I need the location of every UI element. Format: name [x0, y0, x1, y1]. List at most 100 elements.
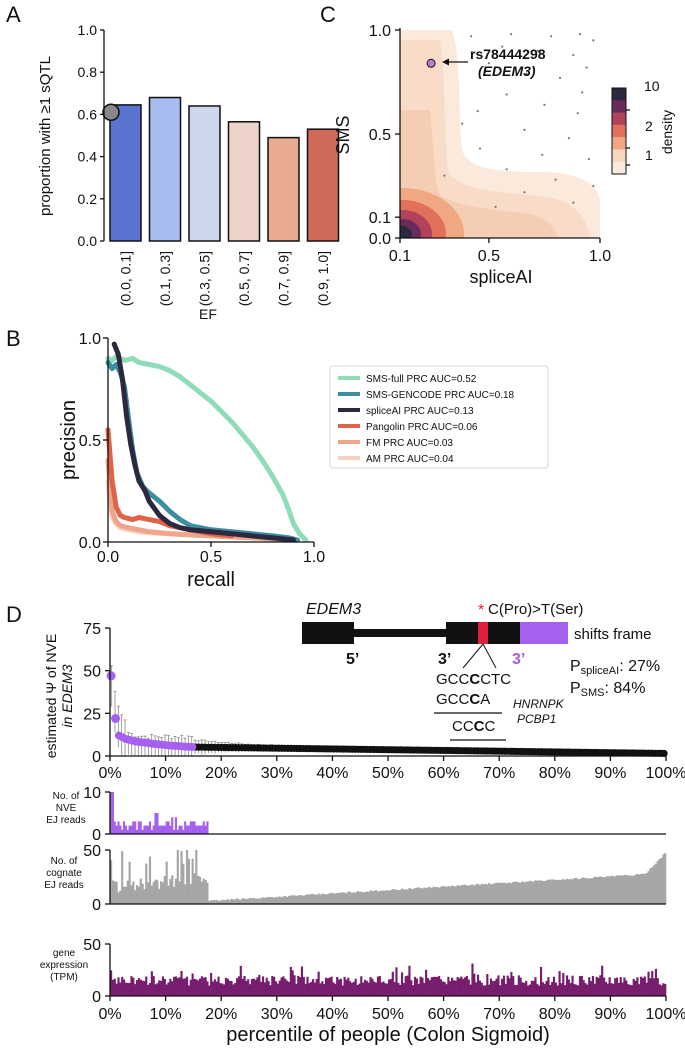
panel-d-expression-bar — [360, 976, 363, 996]
panel-d-cognate-bar — [315, 894, 318, 904]
panel-d-expression-bar — [363, 979, 367, 996]
seq-ref-variant: C — [469, 671, 480, 688]
panel-d-cognate-bar — [488, 883, 491, 904]
panel-d-cognate-bar — [551, 879, 554, 904]
panel-d-nve-bar — [169, 825, 172, 834]
panel-d-expression-bar — [389, 979, 393, 996]
p-spliceai-sub: spliceAI — [581, 665, 620, 677]
three-prime-label: 3’ — [438, 651, 451, 668]
panel-d-cognate-bar — [191, 858, 194, 904]
panel-d-cognate-bar — [330, 892, 333, 904]
p-sms-value: : 84% — [605, 680, 646, 697]
seq-hnrnpk: GCCCA — [436, 691, 490, 708]
panel-d-expression-bar — [558, 971, 561, 996]
panel-d-cognate-bar — [261, 897, 265, 904]
panel-d-nve-bar — [115, 825, 118, 834]
panel-d-expression-bar — [200, 976, 203, 996]
panel-c-point — [572, 201, 575, 204]
panel-d-cognate-bar — [273, 897, 276, 904]
panel-c-ytick-label: 0.1 — [369, 210, 391, 227]
small-panel-ylabel-line: (TPM) — [50, 972, 78, 983]
panel-d-nve-bar — [187, 825, 190, 834]
seq-a-variant: C — [469, 691, 480, 708]
panel-c-point — [487, 62, 490, 65]
small-panel-ylabel-line: expression — [40, 960, 88, 971]
panel-d-expression-bar — [293, 975, 296, 996]
panel-d-cognate-bar — [482, 884, 485, 904]
panel-d-expression-bar — [606, 983, 609, 996]
panel-d-cognate-bar — [139, 878, 142, 904]
panel-b-legend: SMS-full PRC AUC=0.52 SMS-GENCODE PRC AUC… — [338, 374, 515, 465]
panel-d-expr-xtick-label: 40% — [316, 1006, 348, 1023]
panel-b-ylabel: precision — [58, 400, 80, 480]
panel-d-cognate-bar — [221, 899, 224, 904]
panel-d-cognate-bar — [462, 884, 465, 904]
panel-d-nve-bar — [173, 829, 176, 834]
seq-pcbp1: CCCC — [452, 718, 496, 735]
panel-d-cognate-bar — [588, 878, 591, 904]
panel-d-cognate-bar — [521, 881, 524, 904]
panel-d-cognate-bar — [473, 885, 476, 904]
panel-c-colorbar-frame — [611, 87, 627, 175]
panel-d-cognate-bar — [617, 875, 620, 904]
panel-d-expression-bar — [482, 985, 485, 996]
panel-d-expression-bar — [458, 978, 461, 996]
panel-d-expression-bar — [167, 982, 170, 996]
panel-d-cognate-bar — [224, 899, 228, 904]
panel-d-cognate-bar — [286, 897, 289, 904]
panel-d-cognate-bar — [187, 858, 190, 904]
panel-d-expression-bar — [206, 981, 209, 996]
panel-d-cognate-bar — [543, 881, 546, 904]
panel-d-expression-bar — [413, 976, 417, 996]
panel-d-cognate-bar — [267, 897, 270, 904]
panel-d-expression-bar — [148, 982, 152, 996]
panel-d-nve-bars — [110, 792, 209, 834]
panel-d-expression-bar — [152, 976, 155, 996]
panel-d-expression-bar — [137, 978, 140, 996]
panel-d-expression-bar — [169, 978, 172, 996]
panel-d-nve-bar — [113, 821, 116, 834]
panel-d-cognate-bar — [578, 878, 582, 904]
panel-d-expression-bar — [187, 985, 190, 996]
panel-d-cognate-bar — [628, 875, 632, 904]
frame-shift-segment — [520, 622, 568, 644]
panel-d-expression-bar — [467, 979, 470, 996]
panel-d-expression-bar — [324, 977, 328, 996]
panel-d-cognate-bar — [134, 890, 137, 904]
panel-a-yticks: 0.0 0.2 0.4 0.6 0.8 1.0 — [78, 22, 104, 249]
panel-d-expr-xtick-label: 60% — [428, 1006, 460, 1023]
panel-d-cognate-bar — [358, 891, 361, 904]
panel-d-cognate-bar — [504, 883, 507, 904]
panel-d-nve-yticks: 0 10 — [83, 785, 110, 844]
panel-d-nve-bar — [147, 825, 150, 834]
panel-c-point — [461, 122, 464, 125]
panel-d-cognate-bar — [476, 883, 480, 904]
panel-d-cognate-bar — [584, 878, 587, 904]
panel-d-expression-bar — [263, 982, 266, 996]
panel-d-expression-bar — [197, 980, 200, 996]
panel-d-expression-bar — [258, 974, 261, 996]
panel-d-cognate-bar — [590, 878, 593, 904]
panel-d-top-xtick-label: 100% — [646, 765, 685, 782]
panel-d-expression-bar — [289, 966, 292, 996]
panel-d-expression-bar — [132, 977, 135, 996]
panel-d-expression-bar — [367, 982, 370, 996]
panel-d-expression-bar — [287, 981, 291, 996]
panel-d-expression-bar — [213, 979, 216, 996]
panel-d-cognate-bar — [519, 882, 522, 904]
panel-d-cognate-bar — [167, 885, 170, 904]
p-sms: PSMS: 84% — [570, 680, 645, 699]
panel-d-expression-bar — [463, 977, 467, 996]
panel-d-expression-bar — [578, 976, 582, 996]
seq-ref: GCCCCTC — [436, 671, 511, 688]
panel-d-expression-bar — [343, 976, 346, 996]
panel-d-cognate-bar — [198, 876, 202, 904]
panel-c-colorbar-tick-1: 1 — [645, 147, 653, 163]
panel-d-cognate-bar — [337, 892, 341, 904]
panel-label-a: A — [6, 2, 21, 27]
panel-d-expression-bar — [562, 972, 565, 996]
panel-d-cognate-bar — [354, 892, 357, 904]
panel-d-expression-bar — [117, 977, 120, 996]
panel-c-point — [478, 147, 482, 150]
panel-d-expression-bar — [510, 972, 513, 996]
